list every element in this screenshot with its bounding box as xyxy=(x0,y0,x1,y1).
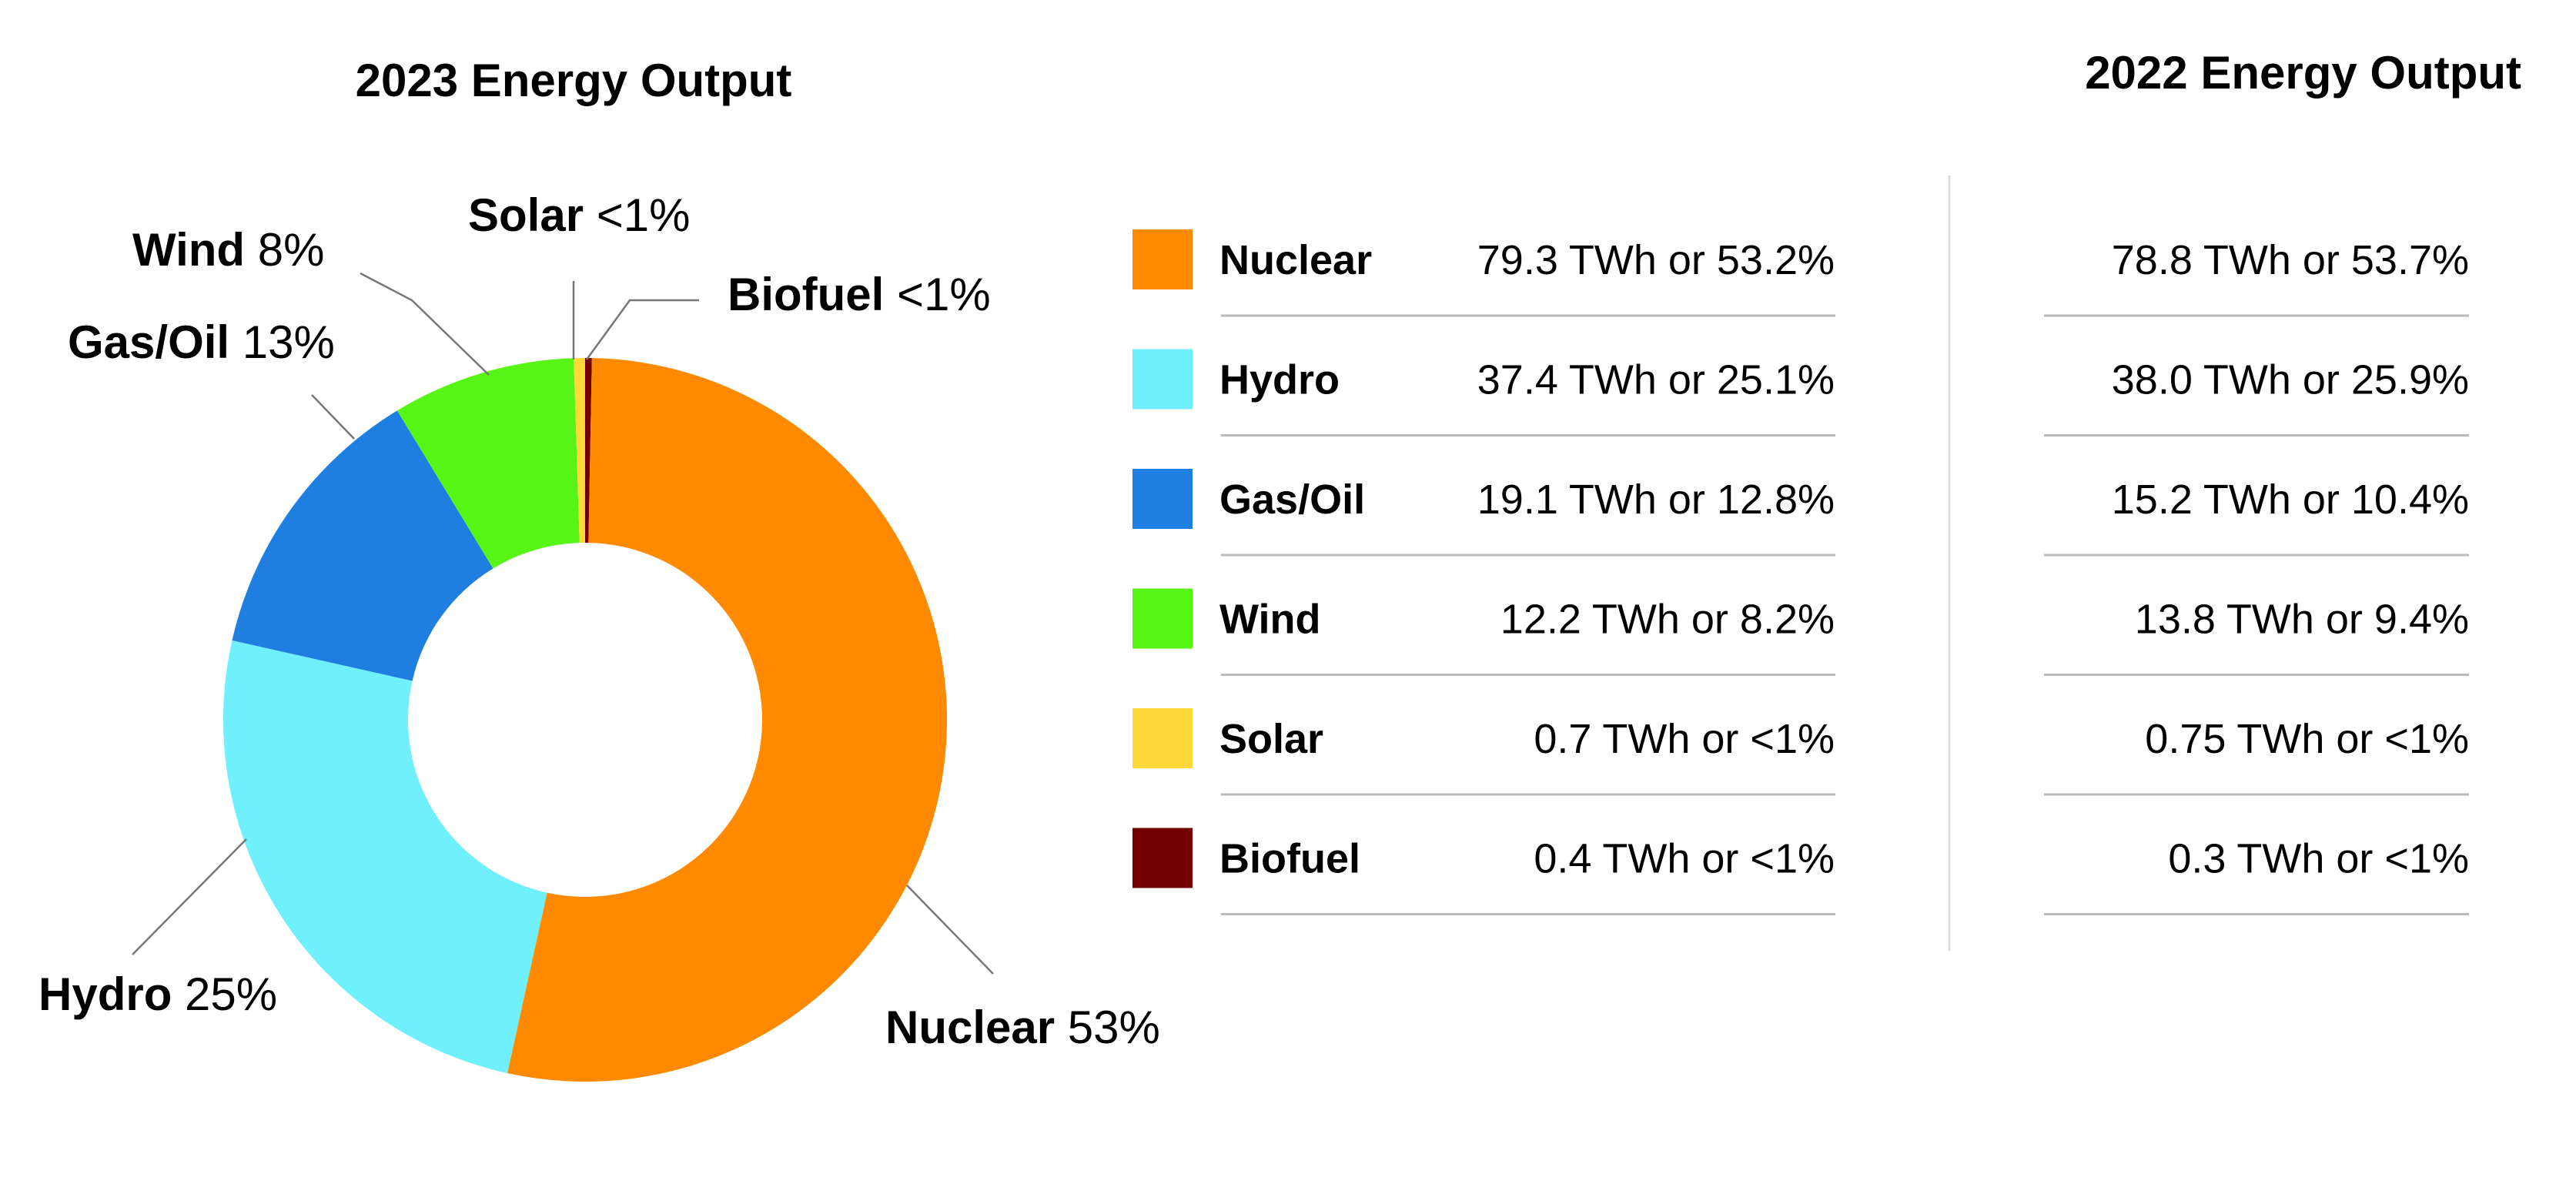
slice-hydro xyxy=(222,640,547,1074)
leader-biofuel xyxy=(585,299,699,360)
row-label: Nuclear xyxy=(1219,237,1372,283)
value-2022: 38.0 TWh or 25.9% xyxy=(2112,357,2469,403)
table-row: Nuclear 79.3 TWh or 53.2% 78.8 TWh or 53.7… xyxy=(1132,229,2469,317)
callout-name: Biofuel xyxy=(728,269,884,320)
callout-name: Wind xyxy=(132,224,245,276)
value-2022: 0.75 TWh or <1% xyxy=(2145,716,2469,762)
callout-gas-oil: Gas/Oil 13% xyxy=(68,316,335,368)
callout-percent: <1% xyxy=(584,189,690,241)
slice-nuclear xyxy=(507,358,947,1082)
value-2023: 12.2 TWh or 8.2% xyxy=(1500,597,1835,643)
value-2022: 78.8 TWh or 53.7% xyxy=(2112,237,2469,283)
callout-percent: 8% xyxy=(245,224,324,276)
slice-biofuel xyxy=(585,358,592,544)
value-2023: 37.4 TWh or 25.1% xyxy=(1477,357,1835,403)
legend-swatch-wind xyxy=(1132,588,1193,649)
title-2023: 2023 Energy Output xyxy=(356,55,792,106)
callout-name: Nuclear xyxy=(885,1002,1055,1053)
table-row: Wind 12.2 TWh or 8.2% 13.8 TWh or 9.4% xyxy=(1132,588,2469,676)
callout-name: Solar xyxy=(468,189,584,241)
slice-wind xyxy=(396,358,580,569)
table-row: Hydro 37.4 TWh or 25.1% 38.0 TWh or 25.9% xyxy=(1132,349,2469,436)
callout-lines xyxy=(132,272,994,975)
callout-wind: Wind 8% xyxy=(132,224,324,276)
table-row: Solar 0.7 TWh or <1% 0.75 TWh or <1% xyxy=(1132,708,2469,796)
legend-swatch-solar xyxy=(1132,708,1193,768)
slice-solar xyxy=(574,358,585,544)
row-label: Biofuel xyxy=(1219,836,1360,882)
callout-percent: 25% xyxy=(172,968,277,1020)
callout-solar: Solar <1% xyxy=(468,189,691,241)
callout-nuclear: Nuclear 53% xyxy=(885,1002,1160,1053)
callout-name: Hydro xyxy=(38,968,172,1020)
leader-hydro xyxy=(132,838,247,955)
table-row: Gas/Oil 19.1 TWh or 12.8% 15.2 TWh or 10.4… xyxy=(1132,469,2469,557)
value-2022: 0.3 TWh or <1% xyxy=(2168,836,2469,882)
legend-swatch-hydro xyxy=(1132,349,1193,410)
donut-chart xyxy=(222,358,947,1082)
legend-swatch-gas-oil xyxy=(1132,469,1193,529)
row-label: Wind xyxy=(1219,597,1320,643)
value-2022: 13.8 TWh or 9.4% xyxy=(2135,597,2469,643)
leader-gas-oil xyxy=(311,394,355,440)
table-row: Biofuel 0.4 TWh or <1% 0.3 TWh or <1% xyxy=(1132,828,2469,915)
row-label: Hydro xyxy=(1219,357,1340,403)
legend-swatch-biofuel xyxy=(1132,828,1193,888)
callout-biofuel: Biofuel <1% xyxy=(728,269,991,320)
callout-percent: 13% xyxy=(229,316,335,368)
value-2022: 15.2 TWh or 10.4% xyxy=(2112,477,2469,523)
leader-wind xyxy=(360,272,490,376)
value-2023: 19.1 TWh or 12.8% xyxy=(1477,477,1835,523)
legend-swatch-nuclear xyxy=(1132,229,1193,289)
legend-table: Nuclear 79.3 TWh or 53.2% 78.8 TWh or 53.7… xyxy=(1132,229,2469,915)
title-2022: 2022 Energy Output xyxy=(2085,47,2521,99)
callout-name: Gas/Oil xyxy=(68,316,229,368)
value-2023: 0.4 TWh or <1% xyxy=(1534,836,1835,882)
slice-gas-oil xyxy=(232,410,493,681)
callout-labels: Nuclear 53% Hydro 25% Gas/Oil 13% Wind 8% So… xyxy=(38,189,1160,1053)
callout-percent: <1% xyxy=(884,269,990,320)
callout-percent: 53% xyxy=(1055,1002,1160,1053)
row-label: Solar xyxy=(1219,716,1323,762)
value-2023: 0.7 TWh or <1% xyxy=(1534,716,1835,762)
leader-nuclear xyxy=(906,885,994,975)
callout-hydro: Hydro 25% xyxy=(38,968,277,1020)
value-2023: 79.3 TWh or 53.2% xyxy=(1477,237,1835,283)
row-label: Gas/Oil xyxy=(1219,477,1365,523)
